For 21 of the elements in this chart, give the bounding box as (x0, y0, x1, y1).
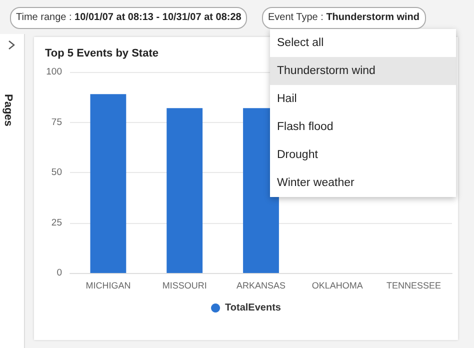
annotation: Hail (276, 92, 298, 107)
text: Event Type : Thunderstorm wind (262, 7, 426, 29)
x-tick-label: TENNESSEE (386, 280, 442, 290)
annotation: Winter weather (276, 176, 356, 191)
y-tick-label: 0 (56, 268, 62, 278)
chart-title: Top 5 Events by State (45, 48, 158, 60)
y-tick-label: 50 (51, 167, 62, 178)
x-tick-label: MISSOURI (162, 280, 207, 290)
y-tick-label: 100 (46, 66, 62, 78)
text: Select all (277, 37, 324, 49)
x-tick-label: MICHIGAN (86, 280, 131, 290)
y-tick-label: 75 (51, 116, 62, 128)
x-tick-label: OKLAHOMA (312, 280, 363, 290)
text: Time range : 10/01/07 at 08:13 - 10/31/07 at 08:28 (10, 7, 248, 29)
annotation: Drought (276, 148, 319, 163)
annotation: Flash flood (276, 120, 334, 135)
text: Pages (2, 94, 14, 126)
x-tick-label: ARKANSAS (236, 280, 286, 290)
y-tick-label: 25 (51, 217, 62, 228)
legend-label: TotalEvents (225, 302, 282, 314)
highlighted-option: Thunderstorm wind (270, 57, 456, 85)
